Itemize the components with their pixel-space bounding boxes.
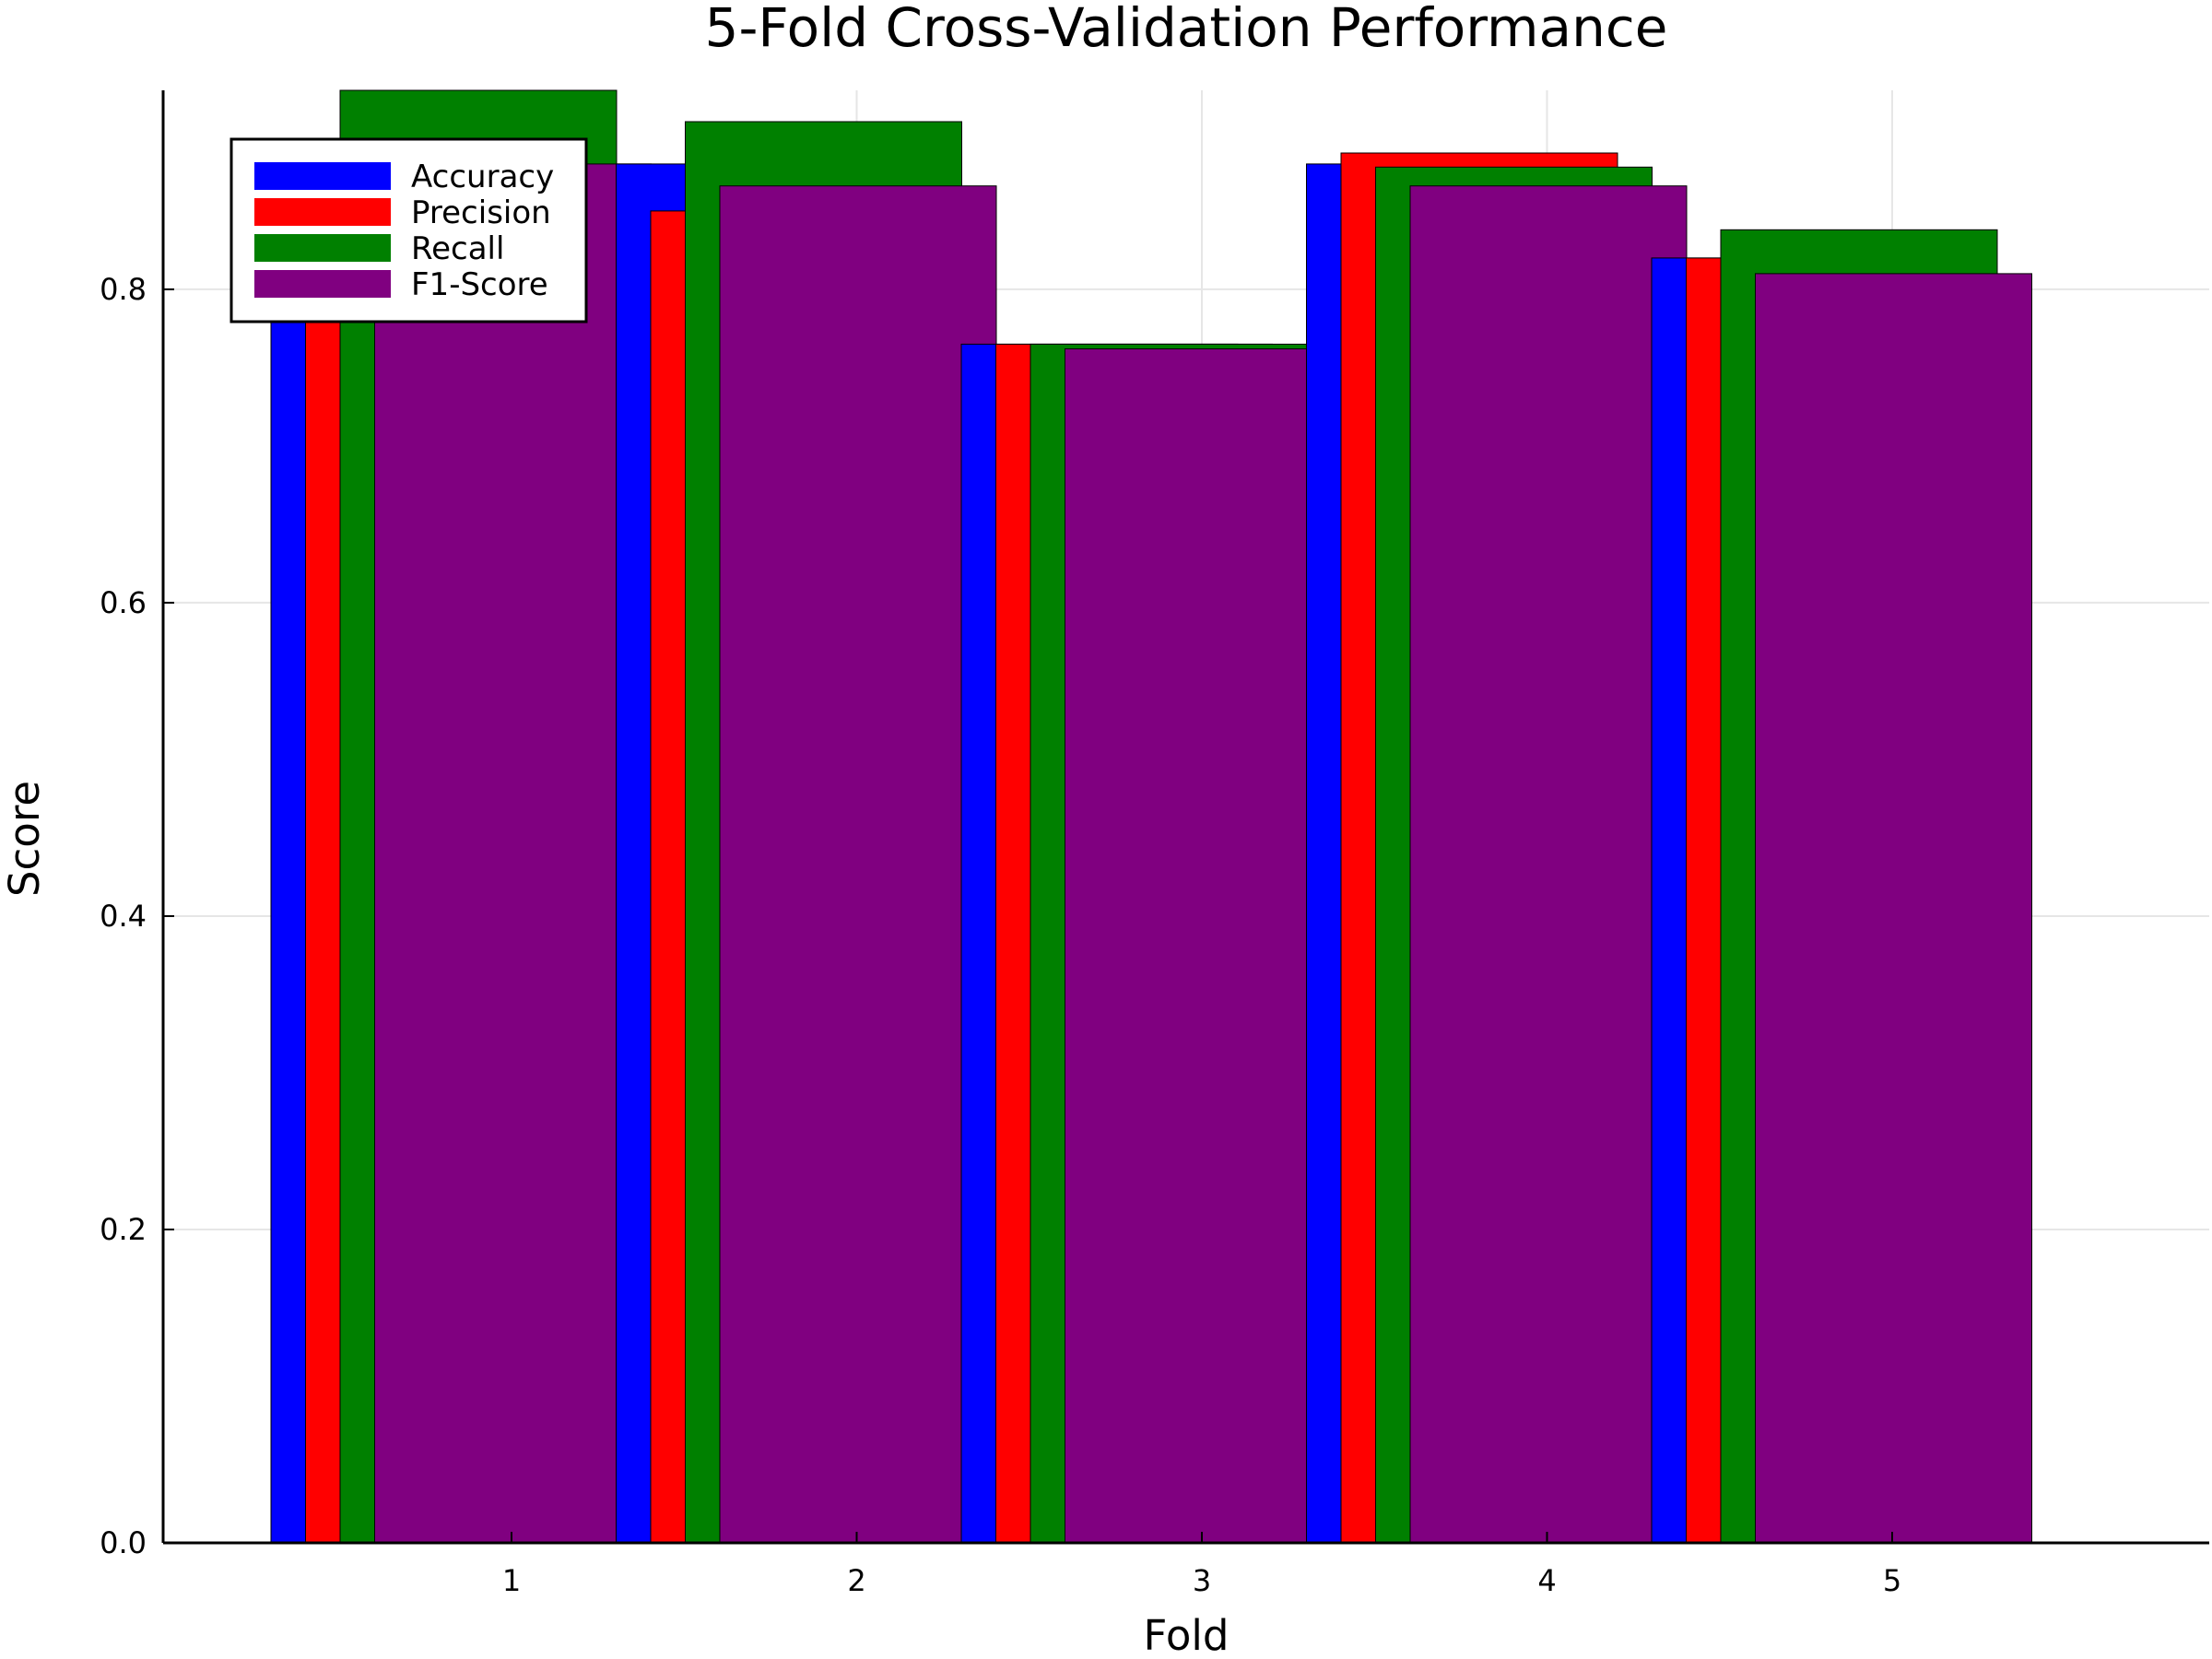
legend-swatch-recall — [254, 234, 391, 262]
bars-layer — [270, 89, 2032, 1544]
bar-f1-score-fold-4 — [1409, 185, 1688, 1544]
ticks-layer: 0.0 0.2 0.4 0.6 0.8 1 2 3 4 5 — [100, 272, 1901, 1598]
bar-f1-score-fold-3 — [1065, 348, 1342, 1544]
x-tick-label: 3 — [1193, 1563, 1211, 1598]
legend-label-precision: Precision — [411, 194, 551, 231]
x-tick-label: 1 — [502, 1563, 521, 1598]
x-tick-label: 5 — [1883, 1563, 1901, 1598]
bar-f1-score-fold-5 — [1755, 273, 2032, 1544]
axes-layer — [161, 90, 2209, 1545]
y-axis-label: Score — [0, 781, 49, 897]
y-tick-label: 0.0 — [100, 1525, 147, 1560]
legend-swatch-precision — [254, 198, 391, 226]
x-axis-label: Fold — [1144, 1611, 1230, 1659]
legend-label-f1-score: F1-Score — [411, 266, 548, 303]
bar-f1-score-fold-2 — [719, 185, 997, 1544]
y-tick-label: 0.8 — [100, 272, 147, 307]
chart-title: 5-Fold Cross-Validation Performance — [705, 0, 1668, 59]
legend-label-recall: Recall — [411, 230, 504, 267]
x-tick-label: 2 — [847, 1563, 865, 1598]
x-tick-label: 4 — [1537, 1563, 1556, 1598]
legend-label-accuracy: Accuracy — [411, 159, 554, 195]
y-tick-label: 0.2 — [100, 1212, 147, 1247]
legend-swatch-f1-score — [254, 270, 391, 298]
legend-swatch-accuracy — [254, 162, 391, 190]
y-tick-label: 0.6 — [100, 585, 147, 620]
y-tick-label: 0.4 — [100, 899, 147, 934]
bar-f1-score-fold-1 — [374, 163, 652, 1544]
